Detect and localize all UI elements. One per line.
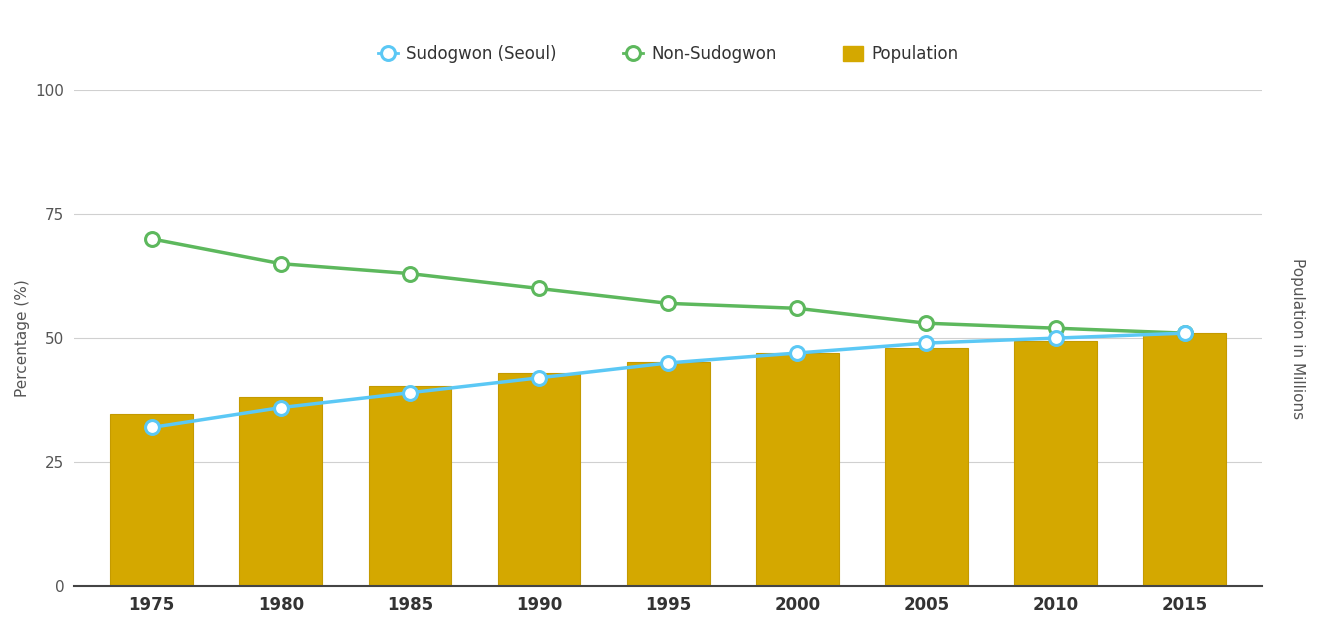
Non-Sudogwon bbox=[660, 299, 676, 307]
Sudogwon (Seoul) bbox=[273, 404, 289, 411]
Sudogwon (Seoul) bbox=[144, 424, 160, 431]
Non-Sudogwon bbox=[144, 235, 160, 243]
Sudogwon (Seoul) bbox=[919, 339, 935, 347]
Non-Sudogwon bbox=[1048, 325, 1064, 332]
Sudogwon (Seoul) bbox=[1048, 335, 1064, 342]
Non-Sudogwon bbox=[273, 260, 289, 267]
Y-axis label: Percentage (%): Percentage (%) bbox=[15, 279, 30, 397]
Line: Sudogwon (Seoul): Sudogwon (Seoul) bbox=[145, 326, 1192, 435]
Non-Sudogwon bbox=[789, 304, 805, 312]
Bar bbox=[368, 386, 451, 586]
Sudogwon (Seoul) bbox=[1177, 330, 1193, 337]
Bar bbox=[1143, 333, 1226, 586]
Non-Sudogwon bbox=[1177, 330, 1193, 337]
Line: Non-Sudogwon: Non-Sudogwon bbox=[145, 232, 1192, 340]
Sudogwon (Seoul) bbox=[789, 349, 805, 357]
Sudogwon (Seoul) bbox=[660, 359, 676, 367]
Sudogwon (Seoul) bbox=[403, 389, 418, 396]
Legend: Sudogwon (Seoul), Non-Sudogwon, Population: Sudogwon (Seoul), Non-Sudogwon, Populati… bbox=[371, 39, 965, 70]
Y-axis label: Population in Millions: Population in Millions bbox=[1290, 257, 1305, 419]
Bar bbox=[627, 362, 710, 586]
Bar bbox=[239, 397, 322, 586]
Non-Sudogwon bbox=[403, 270, 418, 277]
Bar bbox=[1014, 341, 1097, 586]
Non-Sudogwon bbox=[919, 320, 935, 327]
Bar bbox=[756, 353, 838, 586]
Bar bbox=[498, 374, 581, 586]
Bar bbox=[111, 414, 193, 586]
Bar bbox=[886, 348, 968, 586]
Non-Sudogwon bbox=[531, 285, 546, 292]
Sudogwon (Seoul) bbox=[531, 374, 546, 382]
